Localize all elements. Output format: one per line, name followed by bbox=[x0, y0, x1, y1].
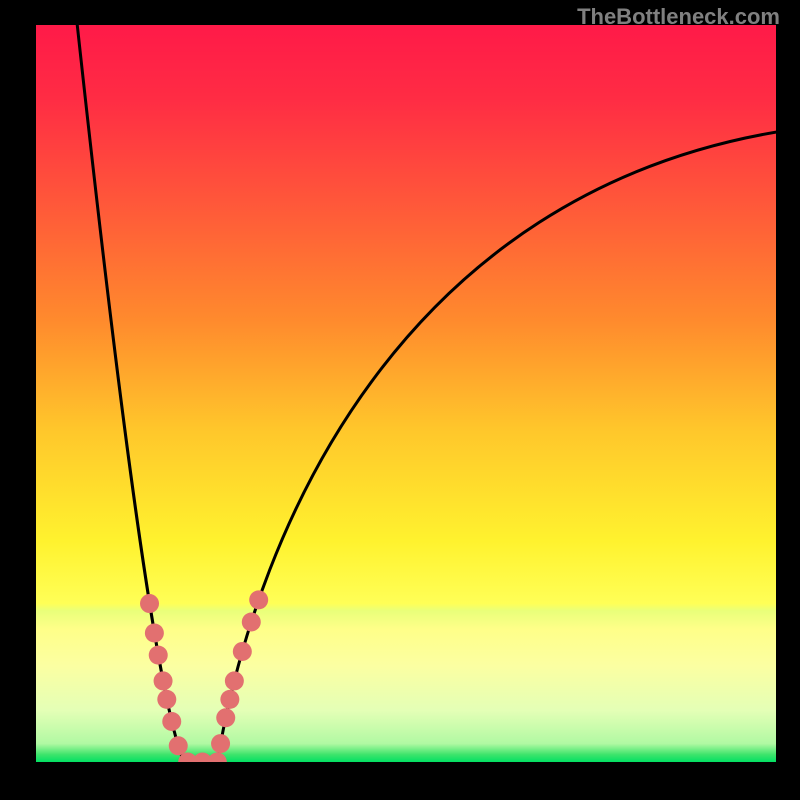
marker-right-2 bbox=[233, 642, 252, 661]
chart-svg bbox=[0, 0, 800, 800]
marker-left-2 bbox=[149, 646, 168, 665]
marker-left-4 bbox=[157, 690, 176, 709]
marker-left-6 bbox=[169, 736, 188, 755]
marker-left-3 bbox=[154, 671, 173, 690]
marker-right-0 bbox=[249, 590, 268, 609]
marker-right-1 bbox=[242, 612, 261, 631]
gradient-plot-area bbox=[36, 25, 776, 762]
marker-right-3 bbox=[225, 671, 244, 690]
marker-left-1 bbox=[145, 624, 164, 643]
marker-left-0 bbox=[140, 594, 159, 613]
marker-right-4 bbox=[220, 690, 239, 709]
marker-left-5 bbox=[162, 712, 181, 731]
marker-right-6 bbox=[211, 734, 230, 753]
marker-right-5 bbox=[216, 708, 235, 727]
attribution-label: TheBottleneck.com bbox=[577, 4, 780, 30]
